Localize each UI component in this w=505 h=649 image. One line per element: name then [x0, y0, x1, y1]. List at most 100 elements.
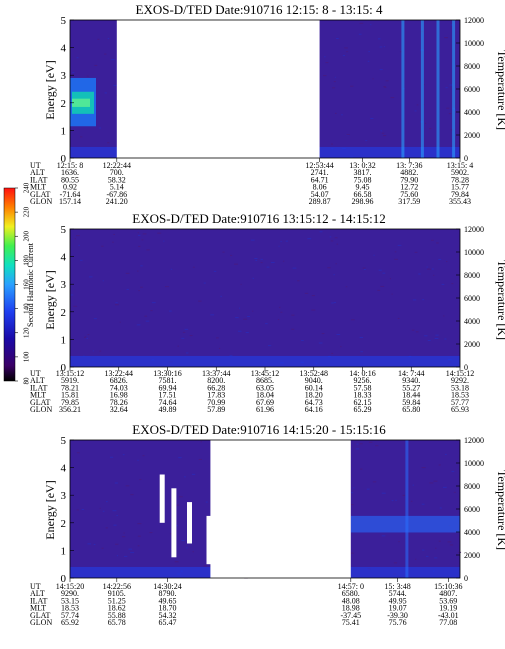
noise-pixel	[86, 337, 88, 339]
noise-pixel	[94, 64, 98, 66]
noise-pixel	[265, 323, 268, 325]
orbit-cell: 54.07	[311, 190, 329, 199]
orbit-cell: 3817.	[354, 168, 372, 177]
noise-pixel	[439, 507, 442, 509]
noise-pixel	[219, 347, 221, 349]
noise-pixel	[331, 143, 333, 145]
right-tick-label: 12000	[464, 225, 484, 234]
orbit-cell: 66.28	[207, 383, 225, 392]
panel-1: EXOS-D/TED Date:910716 12:15: 8 - 13:15:…	[30, 2, 505, 206]
noise-pixel	[433, 274, 435, 276]
colorbar-tick-label: 200	[23, 231, 31, 242]
orbit-cell: 79.90	[400, 175, 418, 184]
noise-pixel	[360, 468, 363, 470]
noise-pixel	[181, 540, 185, 542]
orbit-cell: 12:53:44	[305, 161, 333, 170]
noise-pixel	[107, 142, 110, 144]
noise-pixel	[414, 110, 417, 112]
noise-pixel	[92, 350, 94, 352]
noise-pixel	[415, 558, 417, 560]
y-tick-label: 4	[61, 252, 67, 264]
intensity-peak	[72, 98, 90, 107]
y-tick-label: 4	[61, 43, 67, 55]
colorbar-tick-label: 120	[23, 327, 31, 338]
noise-pixel	[113, 84, 117, 86]
noise-pixel	[368, 51, 370, 53]
noise-pixel	[116, 555, 119, 557]
noise-pixel	[177, 345, 179, 347]
noise-pixel	[433, 480, 438, 482]
noise-pixel	[93, 543, 96, 545]
orbit-cell: 78.21	[61, 383, 79, 392]
noise-pixel	[104, 92, 107, 94]
noise-pixel	[105, 527, 108, 529]
spectrogram-image	[70, 229, 460, 367]
noise-pixel	[178, 457, 182, 459]
orbit-cell: -37.45	[340, 611, 361, 620]
orbit-cell: 57.77	[451, 398, 469, 407]
noise-pixel	[378, 269, 382, 271]
noise-pixel	[372, 78, 374, 80]
noise-pixel	[424, 335, 428, 337]
noise-pixel	[330, 240, 334, 242]
orbit-cell: 75.76	[389, 618, 407, 627]
right-tick-label: 10000	[464, 39, 484, 48]
right-tick-label: 12000	[464, 436, 484, 445]
orbit-cell: 18.62	[108, 604, 126, 613]
noise-pixel	[451, 283, 454, 285]
noise-pixel	[333, 302, 337, 304]
orbit-row-label: ILAT	[30, 175, 47, 184]
noise-pixel	[80, 136, 83, 138]
orbit-row-label: ALT	[30, 168, 45, 177]
orbit-cell: 9340.	[402, 376, 420, 385]
noise-pixel	[345, 286, 348, 288]
orbit-cell: 70.99	[207, 398, 225, 407]
noise-pixel	[72, 71, 75, 73]
noise-pixel	[366, 488, 370, 490]
orbit-cell: 64.16	[305, 405, 323, 414]
noise-pixel	[334, 237, 338, 239]
noise-pixel	[203, 565, 208, 567]
noise-pixel	[138, 245, 141, 247]
noise-pixel	[333, 274, 335, 276]
noise-pixel	[450, 24, 453, 26]
panel-2: EXOS-D/TED Date:910716 13:15:12 - 14:15:…	[30, 211, 505, 414]
noise-pixel	[429, 128, 432, 130]
noise-pixel	[379, 46, 383, 48]
panel-2-title: EXOS-D/TED Date:910716 13:15:12 - 14:15:…	[132, 211, 385, 226]
noise-pixel	[151, 302, 156, 304]
noise-pixel	[157, 232, 162, 234]
orbit-cell: 79.84	[451, 190, 469, 199]
saturated-region	[159, 474, 165, 523]
orbit-cell: 75.41	[342, 618, 360, 627]
panel-1-ylabel-right: Temperature [K]	[495, 50, 505, 130]
panel-2-ylabel: Energy [eV]	[43, 270, 57, 329]
orbit-cell: 79.85	[61, 398, 79, 407]
orbit-cell: 59.84	[402, 398, 420, 407]
noise-pixel	[431, 268, 434, 270]
noise-pixel	[449, 544, 454, 546]
noise-pixel	[350, 85, 354, 87]
noise-pixel	[119, 321, 121, 323]
colorbar-label: Second Harmonic Current	[26, 242, 35, 327]
orbit-cell: 65.29	[354, 405, 372, 414]
noise-pixel	[191, 473, 196, 475]
noise-pixel	[379, 69, 383, 71]
noise-pixel	[318, 342, 323, 344]
noise-pixel	[431, 239, 434, 241]
noise-pixel	[185, 352, 189, 354]
orbit-row-label: ALT	[30, 589, 45, 598]
noise-pixel	[297, 280, 300, 282]
orbit-cell: 66.58	[354, 190, 372, 199]
noise-pixel	[277, 319, 280, 321]
right-tick-label: 2000	[464, 131, 480, 140]
spectrogram-image	[70, 439, 462, 579]
orbit-cell: -71.64	[60, 190, 81, 199]
noise-pixel	[380, 285, 385, 287]
orbit-cell: 51.25	[108, 596, 126, 605]
right-tick-label: 0	[464, 154, 468, 163]
orbit-cell: 60.14	[305, 383, 323, 392]
noise-pixel	[353, 487, 355, 489]
noise-pixel	[237, 330, 242, 332]
noise-pixel	[280, 311, 283, 313]
